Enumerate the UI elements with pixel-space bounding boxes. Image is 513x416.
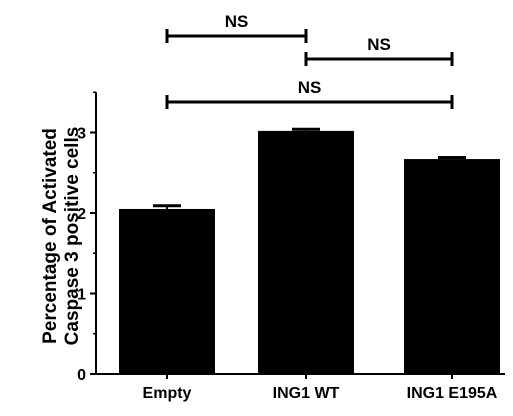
x-tick-label: ING1 E195A xyxy=(407,385,498,402)
bar xyxy=(404,159,500,374)
significance-label: NS xyxy=(298,78,322,97)
y-tick-label: 0 xyxy=(77,367,86,384)
y-tick-label: 2 xyxy=(77,206,86,223)
y-tick-label: 1 xyxy=(77,287,86,304)
y-tick-label: 3 xyxy=(77,126,86,143)
y-axis-label-line-1: Percentage of Activated xyxy=(40,128,61,344)
axes-layer: Empty ING1 WT ING1 E195A 0 1 2 3 xyxy=(77,91,505,402)
bar xyxy=(119,208,215,374)
bars-layer xyxy=(119,127,500,374)
x-tick-label: Empty xyxy=(143,385,192,402)
significance-brackets-layer: NS NS NS xyxy=(165,12,454,109)
significance-label: NS xyxy=(367,35,391,54)
bar xyxy=(258,130,354,374)
significance-label: NS xyxy=(225,12,249,31)
y-axis-label: Percentage of Activated Caspase 3 positi… xyxy=(40,127,83,346)
x-tick-label: ING1 WT xyxy=(273,385,340,402)
y-axis-label-line-2: Caspase 3 positive cells xyxy=(62,127,83,346)
